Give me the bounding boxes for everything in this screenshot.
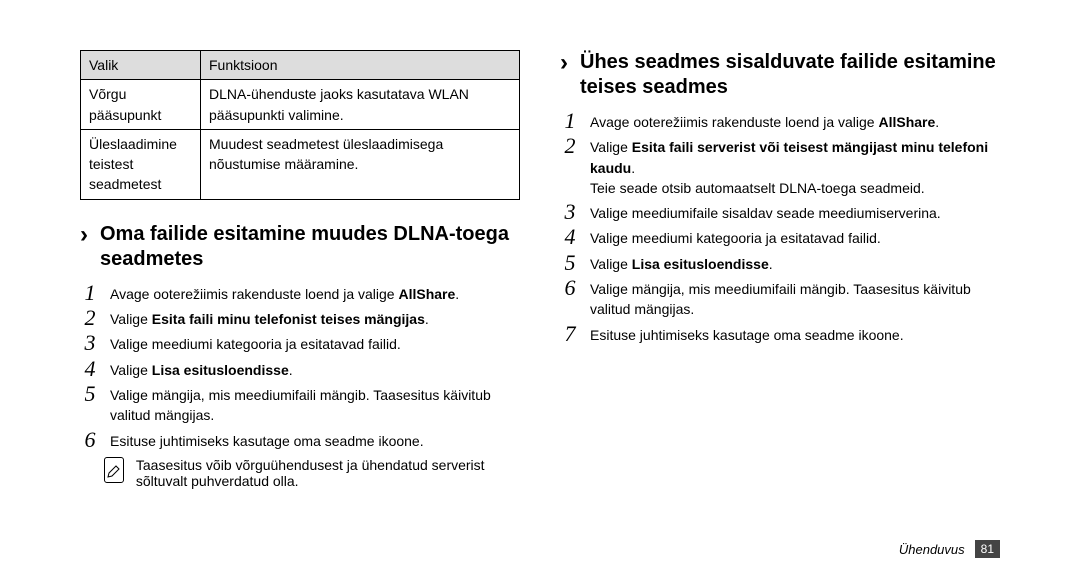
r-step2: Valige Esita faili serverist või teisest…	[590, 135, 1000, 198]
r-step1: Avage ooterežiimis rakenduste loend ja v…	[590, 110, 1000, 132]
r-step7: Esituse juhtimiseks kasutage oma seadme …	[590, 323, 1000, 345]
r-step4: Valige meediumi kategooria ja esitatavad…	[590, 226, 1000, 248]
l-step6: Esituse juhtimiseks kasutage oma seadme …	[110, 429, 520, 451]
page-footer: Ühenduvus 81	[899, 540, 1000, 558]
l-step2: Valige Esita faili minu telefonist teise…	[110, 307, 520, 329]
note: Taasesitus võib võrguühendusest ja ühend…	[104, 457, 520, 489]
td-r1c2: DLNA-ühenduste jaoks kasutatava WLAN pää…	[201, 80, 520, 130]
th-function: Funktsioon	[201, 51, 520, 80]
left-steps: 1Avage ooterežiimis rakenduste loend ja …	[80, 282, 520, 451]
r-step3: Valige meediumifaile sisaldav seade meed…	[590, 201, 1000, 223]
note-text: Taasesitus võib võrguühendusest ja ühend…	[136, 457, 520, 489]
td-r2c1: Üleslaadimine teistest seadmetest	[81, 129, 201, 199]
td-r1c1: Võrgu pääsupunkt	[81, 80, 201, 130]
l-step4: Valige Lisa esitusloendisse.	[110, 358, 520, 380]
th-option: Valik	[81, 51, 201, 80]
r-step5: Valige Lisa esitusloendisse.	[590, 252, 1000, 274]
l-step1: Avage ooterežiimis rakenduste loend ja v…	[110, 282, 520, 304]
right-steps: 1Avage ooterežiimis rakenduste loend ja …	[560, 110, 1000, 345]
note-icon	[104, 457, 124, 483]
options-table: ValikFunktsioon Võrgu pääsupunktDLNA-ühe…	[80, 50, 520, 200]
r-step6: Valige mängija, mis meediumifaili mängib…	[590, 277, 1000, 320]
td-r2c2: Muudest seadmetest üleslaadimisega nõust…	[201, 129, 520, 199]
l-step5: Valige mängija, mis meediumifaili mängib…	[110, 383, 520, 426]
section-name: Ühenduvus	[899, 542, 965, 557]
l-step3: Valige meediumi kategooria ja esitatavad…	[110, 332, 520, 354]
right-heading: Ühes seadmes sisalduvate failide esitami…	[560, 50, 1000, 100]
left-heading: Oma failide esitamine muudes DLNA-toega …	[80, 222, 520, 272]
page-number: 81	[975, 540, 1000, 558]
